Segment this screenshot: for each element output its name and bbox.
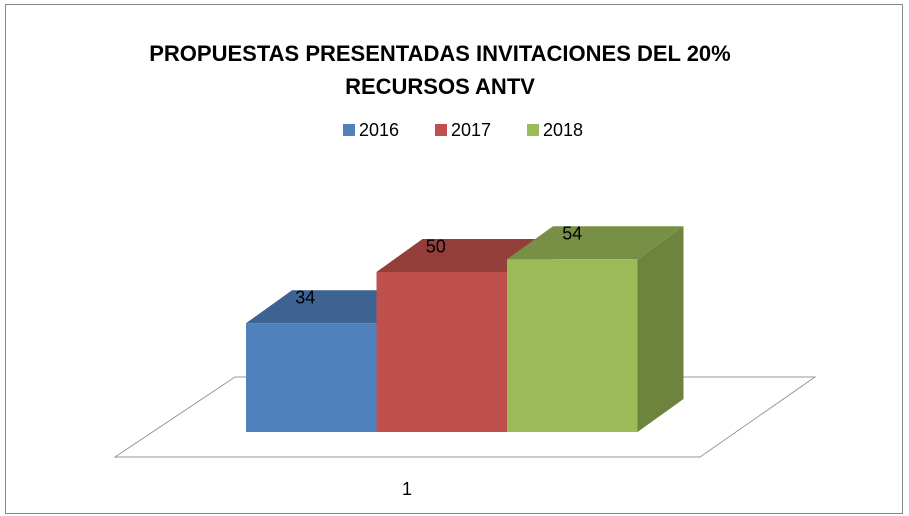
bar-side [637, 226, 684, 432]
bar [246, 323, 377, 432]
legend-swatch [343, 124, 355, 136]
legend-swatch [435, 124, 447, 136]
data-label: 54 [562, 223, 582, 243]
bar [376, 272, 507, 432]
chart-title: RECURSOS ANTV [345, 74, 535, 99]
x-tick-label: 1 [402, 479, 412, 499]
chart-title: PROPUESTAS PRESENTADAS INVITACIONES DEL … [149, 41, 730, 66]
legend-label: 2018 [543, 120, 583, 140]
legend-label: 2017 [451, 120, 491, 140]
data-label: 34 [295, 287, 315, 307]
bar-top [507, 226, 684, 260]
data-label: 50 [426, 236, 446, 256]
legend-label: 2016 [359, 120, 399, 140]
bar [507, 259, 638, 432]
legend-swatch [527, 124, 539, 136]
